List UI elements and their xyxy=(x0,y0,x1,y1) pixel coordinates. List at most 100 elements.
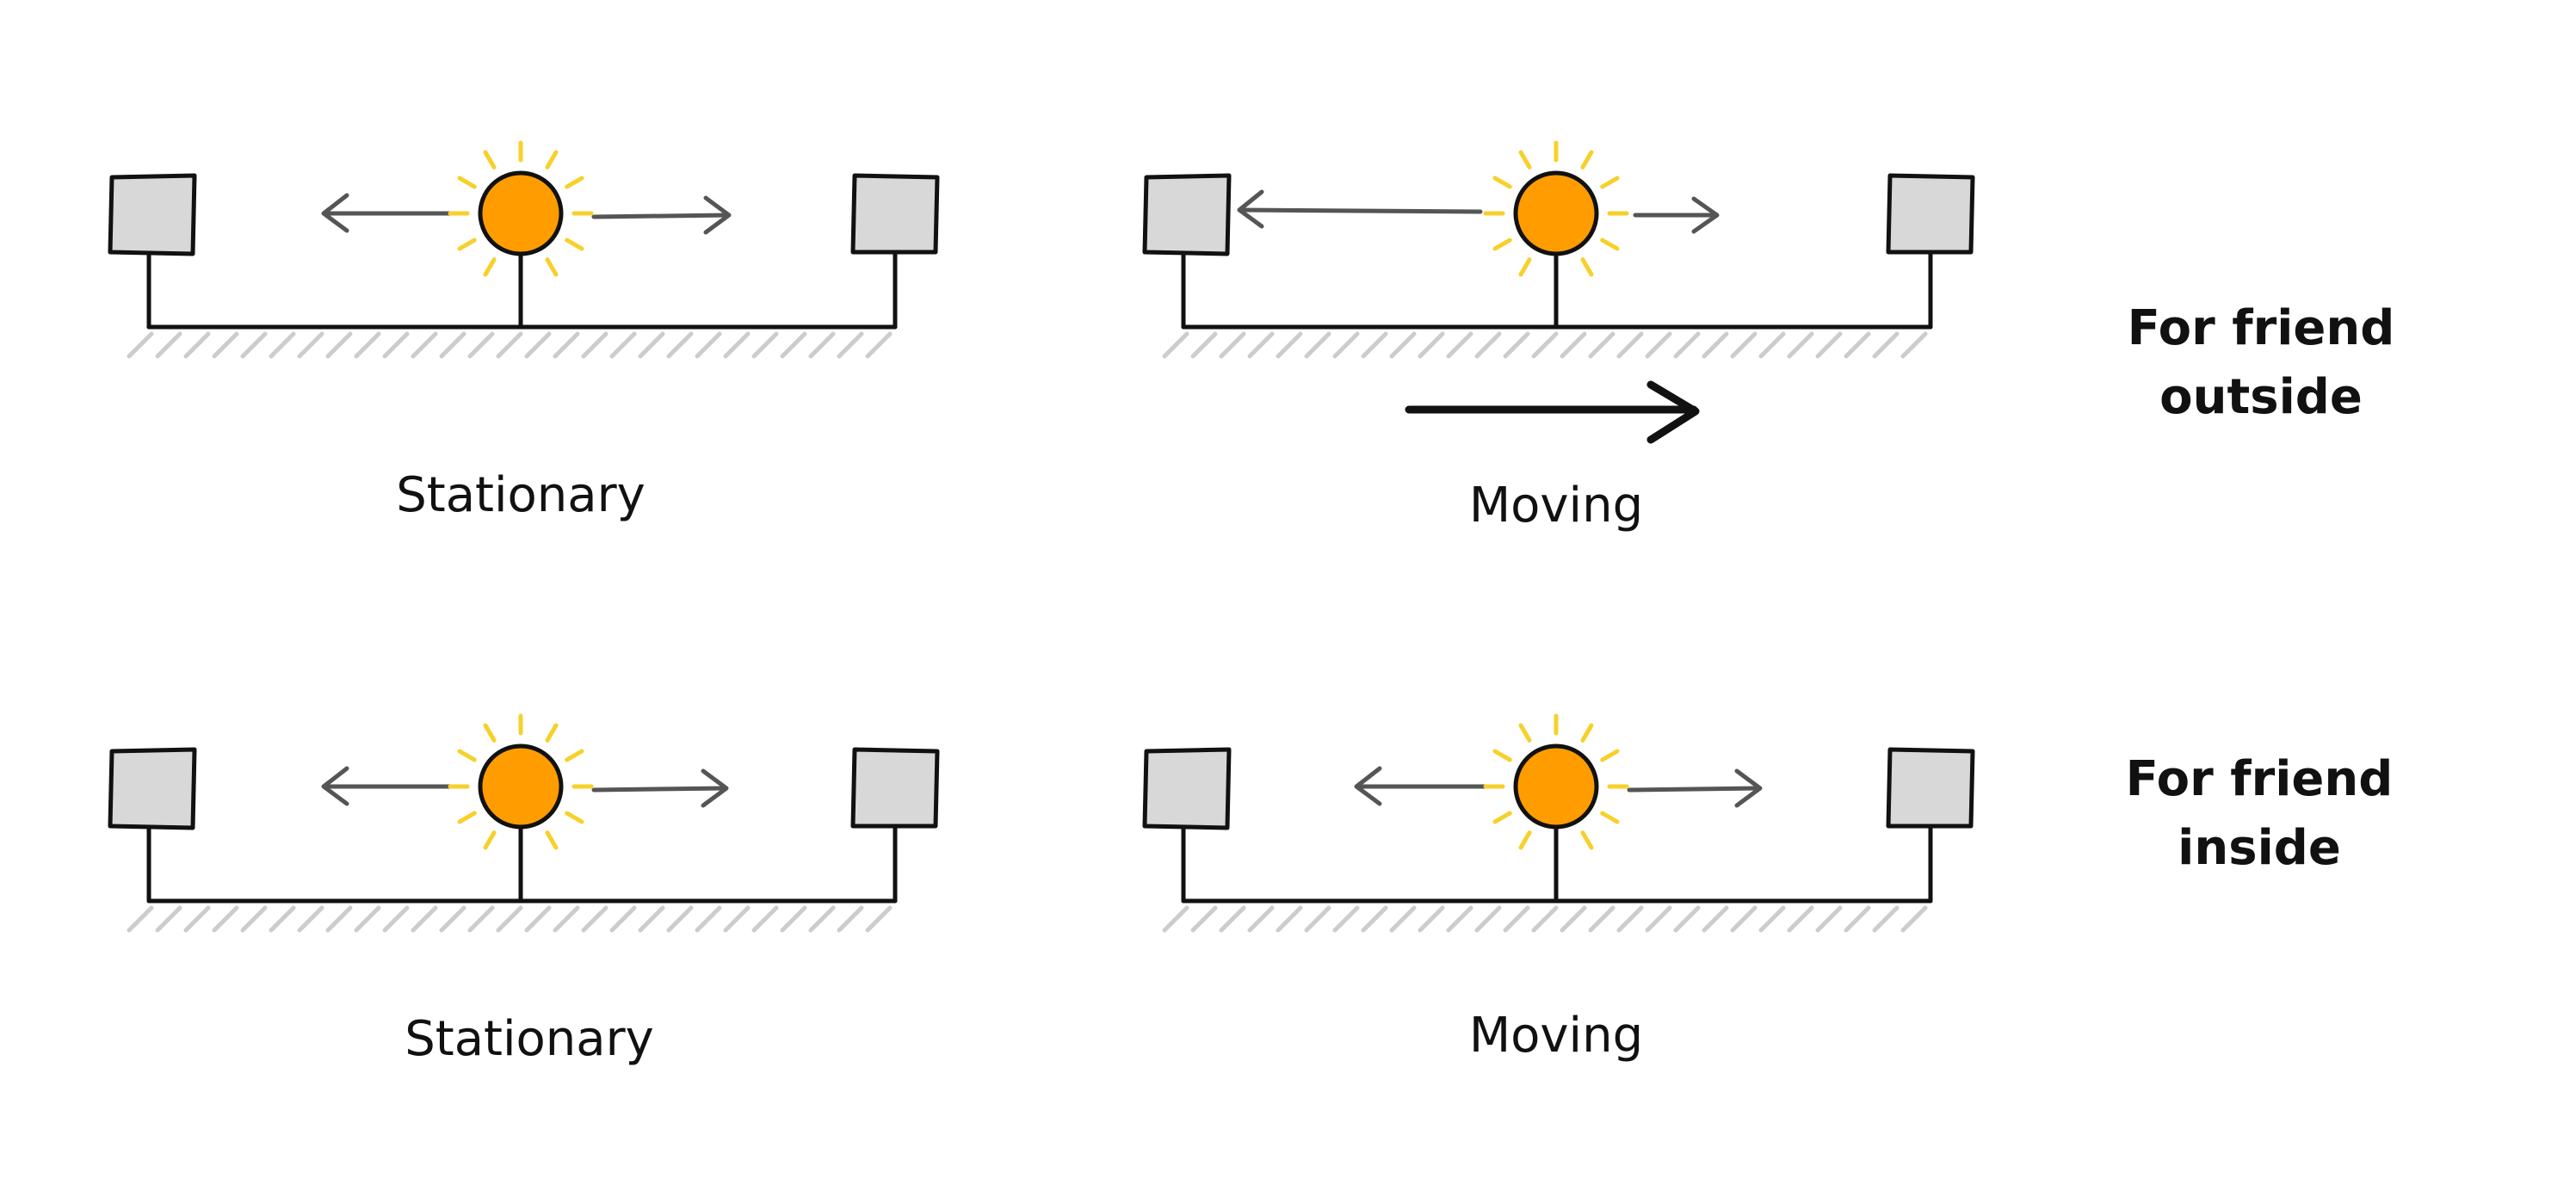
row-label-inside: For friend inside xyxy=(2126,751,2394,876)
hatch-mark xyxy=(467,905,495,933)
panel-caption: Moving xyxy=(1469,1008,1643,1064)
hatch-mark xyxy=(496,905,523,933)
light-ray xyxy=(1600,749,1620,762)
hatch-mark xyxy=(411,331,438,359)
hatch-mark xyxy=(581,331,608,359)
hatch-mark xyxy=(382,905,410,933)
light-ray xyxy=(483,723,497,743)
hatch-mark xyxy=(695,331,722,359)
hatch-mark xyxy=(1560,331,1587,359)
right-detector-icon xyxy=(850,747,940,829)
light-ray xyxy=(565,176,584,189)
hatch-mark xyxy=(666,905,694,933)
hatch-mark xyxy=(1900,331,1928,359)
hatch-mark xyxy=(1276,905,1303,933)
light-ray xyxy=(1492,238,1512,251)
right-light-arrowhead xyxy=(701,768,729,808)
hatch-mark xyxy=(780,331,807,359)
hatch-mark xyxy=(723,905,751,933)
hatch-mark xyxy=(1730,331,1757,359)
light-ray xyxy=(457,176,477,189)
hatch-mark xyxy=(808,905,836,933)
hatch-mark xyxy=(1503,331,1530,359)
hatch-mark xyxy=(751,331,779,359)
hatch-mark xyxy=(439,331,466,359)
hatch-mark xyxy=(723,331,751,359)
hatch-mark xyxy=(1815,331,1843,359)
left-light-arrowhead xyxy=(321,766,349,806)
light-ray xyxy=(1580,257,1594,277)
light-ray xyxy=(1492,176,1512,189)
light-ray xyxy=(1518,723,1532,743)
hatch-mark xyxy=(325,905,353,933)
hatch-mark xyxy=(609,331,637,359)
hatch-mark xyxy=(524,331,552,359)
hatch-mark xyxy=(1503,905,1530,933)
hatch-mark xyxy=(1190,331,1218,359)
hatch-mark xyxy=(212,905,239,933)
hatch-mark xyxy=(1844,331,1871,359)
light-bulb-icon xyxy=(478,170,564,256)
light-ray xyxy=(565,749,584,762)
hatch-mark xyxy=(127,331,154,359)
hatch-mark xyxy=(865,905,893,933)
hatch-mark xyxy=(1389,331,1417,359)
hatch-mark xyxy=(1560,905,1587,933)
hatch-mark xyxy=(325,331,353,359)
panel-inside-stationary: Stationary xyxy=(108,713,940,1067)
hatch-mark xyxy=(354,331,381,359)
light-ray xyxy=(1492,749,1512,762)
hatch-mark xyxy=(1844,905,1871,933)
hatch-mark xyxy=(1474,331,1502,359)
hatch-mark xyxy=(1474,905,1502,933)
light-ray xyxy=(457,811,477,824)
hatch-mark xyxy=(155,905,182,933)
hatch-mark xyxy=(354,905,381,933)
light-ray xyxy=(545,257,559,277)
hatch-mark xyxy=(297,905,324,933)
light-ray xyxy=(457,238,477,251)
hatch-mark xyxy=(581,905,608,933)
panel-caption: Stationary xyxy=(396,467,646,523)
row-label-outside-line1: For friend xyxy=(2128,300,2395,356)
hatch-mark xyxy=(1616,331,1644,359)
hatch-mark xyxy=(496,331,523,359)
hatch-mark xyxy=(695,905,722,933)
hatch-mark xyxy=(751,905,779,933)
light-bulb-icon xyxy=(478,743,564,830)
hatch-mark xyxy=(1446,331,1473,359)
hatch-mark xyxy=(1162,331,1189,359)
light-bulb-icon xyxy=(1513,170,1599,256)
hatch-mark xyxy=(1815,905,1843,933)
hatch-mark xyxy=(183,905,211,933)
hatch-mark xyxy=(240,905,268,933)
right-light-arrow xyxy=(1627,786,1761,793)
light-ray xyxy=(565,811,584,824)
light-ray xyxy=(545,150,559,170)
hatch-mark xyxy=(382,331,410,359)
hatch-mark xyxy=(1418,905,1445,933)
hatch-mark xyxy=(1645,331,1672,359)
light-ray xyxy=(1600,176,1620,189)
motion-arrowhead xyxy=(1646,380,1700,444)
left-light-arrow xyxy=(1239,207,1483,214)
ground-hatch xyxy=(1162,905,1928,933)
hatch-mark xyxy=(865,331,893,359)
hatch-mark xyxy=(183,331,211,359)
hatch-mark xyxy=(1730,905,1757,933)
hatch-mark xyxy=(1588,331,1615,359)
hatch-mark xyxy=(1531,905,1559,933)
panel-caption: Moving xyxy=(1469,478,1643,534)
row-label-outside: For friend outside xyxy=(2128,300,2395,425)
hatch-mark xyxy=(1219,331,1246,359)
hatch-mark xyxy=(1531,331,1559,359)
hatch-mark xyxy=(1190,905,1218,933)
right-light-arrow xyxy=(591,786,727,793)
hatch-mark xyxy=(1276,331,1303,359)
right-detector-icon xyxy=(1886,747,1975,829)
hatch-mark xyxy=(411,905,438,933)
right-light-arrowhead xyxy=(1734,768,1763,808)
hatch-mark xyxy=(1588,905,1615,933)
